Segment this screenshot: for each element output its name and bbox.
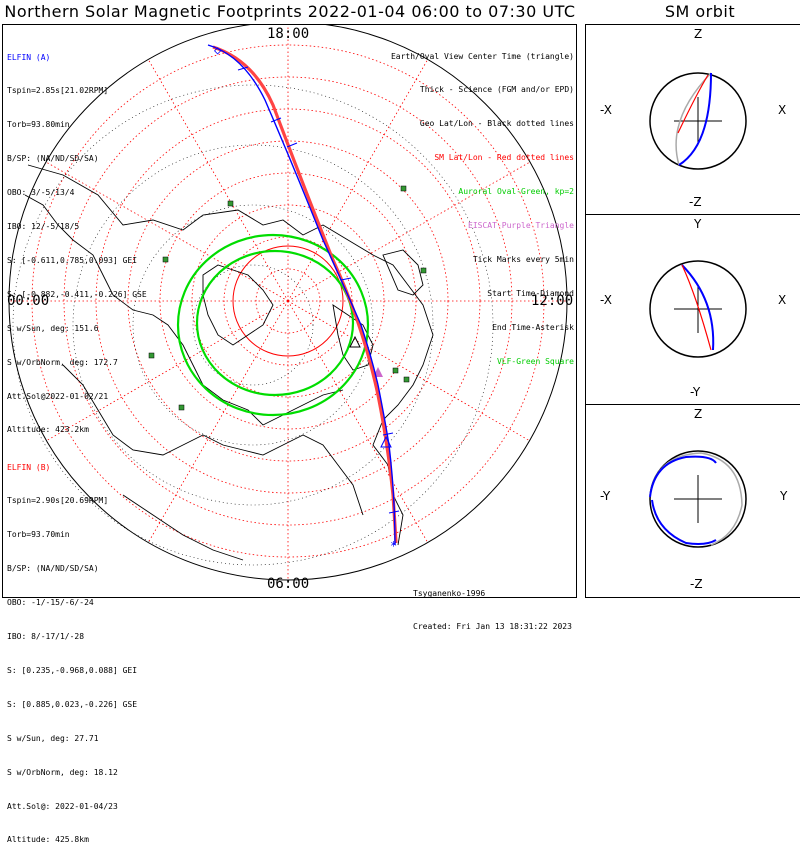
sm-lon-lines [9,25,567,580]
view-center-triangle-a [380,435,392,448]
view-center-triangle-b [349,335,361,348]
axis-bottom: -Z [690,577,703,591]
elfin-b-line: IBO: 8/-17/1/-28 [7,632,85,642]
legend-item: SM Lat/Lon - Red dotted lines [434,153,574,163]
elfin-b-line: S w/OrbNorm, deg: 18.12 [7,767,118,777]
axis-top: Z [694,407,703,421]
elfin-b-line: OBO: -1/-15/-6/-24 [7,598,94,608]
legend-item: End Time-Asterisk [492,322,574,332]
orbit-plot-xz [649,72,747,170]
axis-bottom: -Z [689,195,702,209]
legend-item: Thick - Science (FGM and/or EPD) [419,85,574,95]
elfin-a-start-diamond: ◇ [214,43,222,57]
axis-left: -X [600,293,612,307]
elfin-a-track [207,44,396,546]
elfin-a-line: S: [-0.882,-0.411,-0.226] GSE [7,289,147,299]
vlf-stations [148,185,427,411]
elfin-b-line: Att.Sol@: 2022-01-04/23 [7,801,118,811]
clock-label-top: 18:00 [267,26,310,42]
page-title: Northern Solar Magnetic Footprints 2022-… [4,2,576,21]
elfin-a-line: Tspin=2.85s[21.02RPM] [7,86,109,96]
axis-bottom: -Y [690,385,701,399]
legend-item: VLF-Green Square [496,356,574,366]
geo-lat-circles [12,84,494,566]
footprint-map-panel: ◇ * 18:00 00:00 12:00 06:00 ELFIN (A) Ts… [2,24,577,844]
elfin-a-end-asterisk: * [390,539,397,553]
footer-info: Tsyganenko-1996 Created: Fri Jan 13 18:3… [413,566,572,654]
elfin-b-title: ELFIN (B) [7,462,51,472]
orbit-panel-xy: Y -Y -X X [585,214,800,406]
elfin-b-line: S: [0.235,-0.968,0.088] GEI [7,665,138,675]
footer-author: Tsyganenko-1996 [413,589,486,598]
axis-right: X [778,103,787,117]
axis-top: Y [694,217,702,231]
elfin-a-line: Att.Sol@2022-01-02/21 [7,391,109,401]
elfin-b-line: S w/Sun, deg: 27.71 [7,733,99,743]
axis-top: Z [694,27,703,41]
clock-label-left: 00:00 [7,293,50,309]
elfin-b-line: Tspin=2.90s[20.69RPM] [7,496,109,506]
orbit-plot-yz [649,450,747,548]
elfin-a-line: S w/Sun, deg: 151.6 [7,323,99,333]
elfin-a-line: Altitude: 423.2km [7,425,89,435]
clock-label-right: 12:00 [531,293,574,309]
legend-item: Geo Lat/Lon - Black dotted lines [419,119,574,129]
elfin-b-line: Altitude: 425.8km [7,835,89,845]
axis-left: -X [600,103,612,117]
auroral-oval [176,233,370,417]
elfin-b-track [212,45,398,544]
axis-right: X [778,293,787,307]
legend-item: EISCAT-Purple Triangle [468,221,574,231]
legend-item: Auroral Oval-Green, kp=2 [458,187,574,197]
elfin-b-line: Torb=93.70min [7,530,70,540]
elfin-b-line: S: [0.885,0.023,-0.226] GSE [7,699,138,709]
map-outer-circle [8,25,568,581]
elfin-b-line: B/SP: (NA/ND/SD/SA) [7,564,99,574]
legend-item: Start Time-Diamond [487,288,574,298]
axis-right: Y [780,489,788,503]
elfin-a-info: ELFIN (A) Tspin=2.85s[21.02RPM] Torb=93.… [7,29,147,458]
legend-item: Earth/Oval View Center Time (triangle) [390,51,574,61]
orbit-panel-xz: Z -Z -X X [585,24,800,216]
elfin-a-line: S w/OrbNorm, deg: 172.7 [7,357,118,367]
elfin-a-title: ELFIN (A) [7,52,51,62]
elfin-a-line: IBO: 12/-5/18/5 [7,222,80,232]
sm-inner-circle [232,245,344,357]
elfin-a-line: OBO: 3/-5/13/4 [7,188,75,198]
elfin-b-info: ELFIN (B) Tspin=2.90s[20.69RPM] Torb=93.… [7,439,137,868]
elfin-a-line: S: [-0.611,0.785,0.093] GEI [7,255,138,265]
orbit-panel-yz: Z -Z -Y Y [585,404,800,598]
legend-item: Tick Marks every 5min [472,254,574,264]
axis-left: -Y [600,489,611,503]
elfin-a-line: Torb=93.80min [7,120,70,130]
clock-label-bottom: 06:00 [267,576,310,592]
orbit-title: SM orbit [664,2,736,21]
map-legend: Earth/Oval View Center Time (triangle) T… [391,28,574,378]
footprint-map: ◇ * [8,25,568,581]
elfin-a-ticks [237,66,400,514]
elfin-a-line: B/SP: (NA/ND/SD/SA) [7,154,99,164]
footer-created: Created: Fri Jan 13 18:31:22 2023 [413,622,572,631]
orbit-plot-xy [649,260,747,358]
